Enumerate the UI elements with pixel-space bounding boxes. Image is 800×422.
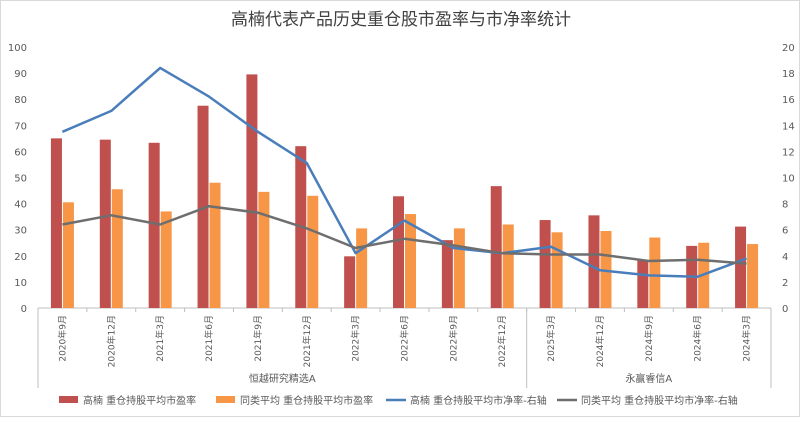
left-tick-label: 80 [14,95,27,106]
bar [649,237,661,308]
bar [307,195,319,308]
right-tick-label: 0 [782,304,788,315]
left-tick-label: 90 [14,69,27,80]
bar [160,211,172,308]
right-tick-label: 12 [782,147,795,158]
category-label: 2024年3月 [741,315,753,362]
right-tick-label: 8 [782,200,788,211]
bar [344,256,356,308]
category-label: 2024年12月 [594,315,606,367]
legend-label: 高楠 重仓持股平均市净率-右轴 [410,394,547,407]
bar [50,138,62,308]
category-labels: 2020年9月 2020年12月 2021年3月 2021年6月 2021年9月 2021… [56,315,752,367]
bar [209,182,221,308]
legend-swatch [216,396,235,403]
category-label: 2025年3月 [545,315,557,362]
bar [356,228,368,308]
bar [246,74,258,308]
right-tick-label: 14 [782,121,795,132]
series-line [61,66,748,278]
bar [441,240,453,308]
right-tick-label: 18 [782,69,795,80]
chart-title: 高楠代表产品历史重仓股市盈率与市净率统计 [231,10,571,30]
bar [502,224,514,308]
legend-label: 同类平均 重仓持股平均市净率-右轴 [581,394,738,407]
bar [551,232,563,308]
category-label: 2021年12月 [301,315,313,367]
bar [539,220,551,308]
left-tick-label: 60 [14,147,27,158]
right-tick-label: 16 [782,95,795,106]
legend-label: 高楠 重仓持股平均市盈率 [83,394,196,407]
left-tick-label: 30 [14,226,27,237]
category-label: 2022年3月 [350,315,362,362]
bar [735,226,747,308]
bar [600,231,612,308]
bar [148,142,160,308]
right-tick-label: 6 [782,226,788,237]
bar [490,186,502,308]
right-tick-label: 4 [782,252,788,263]
category-label: 2022年12月 [496,315,508,367]
category-label: 2024年6月 [692,315,704,362]
category-label: 2022年6月 [399,315,411,362]
bar [453,228,465,308]
bar [197,105,209,308]
lines [61,66,748,278]
legend-label: 同类平均 重仓持股平均市盈率 [240,394,373,407]
bar [99,139,111,308]
left-tick-label: 20 [14,252,27,263]
legend: 高楠 重仓持股平均市盈率 同类平均 重仓持股平均市盈率 高楠 重仓持股平均市净率-右… [59,394,738,407]
left-tick-label: 50 [14,174,27,185]
bar [747,244,759,308]
group-label: 永赢睿信A [625,372,672,385]
bar [393,196,404,308]
bar [258,191,270,308]
right-tick-label: 20 [782,43,795,54]
left-tick-label: 70 [14,121,27,132]
axes: 0 10 20 30 40 50 60 70 80 90 100 0 2 4 6 8 10 12 14 16 18 20 [8,43,795,388]
bar [405,214,416,308]
legend-swatch [59,396,78,403]
bar [588,215,600,308]
group-label: 恒越研究精选A [249,372,316,385]
left-tick-label: 10 [14,278,27,289]
bar [111,189,123,308]
category-label: 2022年9月 [447,315,459,362]
category-label: 2021年6月 [203,315,215,362]
left-tick-label: 0 [21,304,27,315]
right-tick-label: 10 [782,174,795,185]
group-labels: 恒越研究精选A 永赢睿信A [249,372,672,385]
category-label: 2024年9月 [643,315,655,362]
category-label: 2021年3月 [154,315,166,362]
category-label: 2020年12月 [105,315,117,367]
bar [637,259,649,308]
series-line [62,204,747,265]
right-tick-label: 2 [782,278,788,289]
bars [50,74,759,308]
left-tick-label: 100 [8,43,27,54]
category-label: 2020年9月 [56,315,68,362]
left-tick-label: 40 [14,200,27,211]
bar [62,202,74,308]
category-label: 2021年9月 [252,315,264,362]
